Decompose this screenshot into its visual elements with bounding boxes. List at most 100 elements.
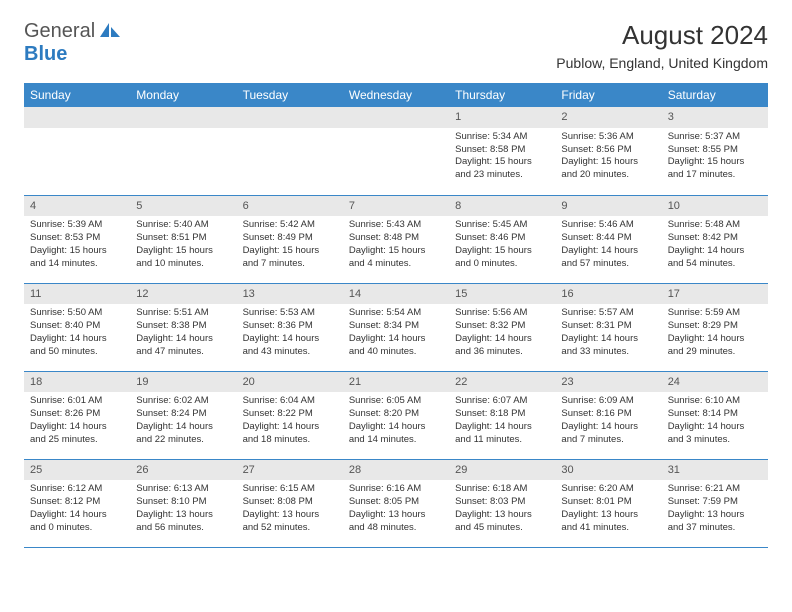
calendar-row: 18Sunrise: 6:01 AMSunset: 8:26 PMDayligh… <box>24 371 768 459</box>
day-number: 4 <box>24 196 130 217</box>
calendar-row: 4Sunrise: 5:39 AMSunset: 8:53 PMDaylight… <box>24 195 768 283</box>
daylight-text-2: and 40 minutes. <box>349 346 443 359</box>
calendar-cell: 8Sunrise: 5:45 AMSunset: 8:46 PMDaylight… <box>449 195 555 283</box>
day-number: 30 <box>555 460 661 481</box>
logo-sail-icon <box>100 23 120 37</box>
sunset-text: Sunset: 8:31 PM <box>561 320 655 333</box>
calendar-cell: 28Sunrise: 6:16 AMSunset: 8:05 PMDayligh… <box>343 459 449 547</box>
sunrise-text: Sunrise: 5:56 AM <box>455 307 549 320</box>
daylight-text-2: and 17 minutes. <box>668 169 762 182</box>
sunset-text: Sunset: 8:38 PM <box>136 320 230 333</box>
calendar-cell: 31Sunrise: 6:21 AMSunset: 7:59 PMDayligh… <box>662 459 768 547</box>
weekday-tuesday: Tuesday <box>237 83 343 107</box>
daylight-text-2: and 54 minutes. <box>668 258 762 271</box>
weekday-thursday: Thursday <box>449 83 555 107</box>
sunrise-text: Sunrise: 5:42 AM <box>243 219 337 232</box>
day-details: Sunrise: 6:15 AMSunset: 8:08 PMDaylight:… <box>237 480 343 540</box>
logo-text-general: General <box>24 20 95 42</box>
sunset-text: Sunset: 8:03 PM <box>455 496 549 509</box>
sunset-text: Sunset: 8:12 PM <box>30 496 124 509</box>
daylight-text-2: and 14 minutes. <box>349 434 443 447</box>
day-number: 6 <box>237 196 343 217</box>
daylight-text-1: Daylight: 14 hours <box>349 421 443 434</box>
daylight-text-2: and 0 minutes. <box>455 258 549 271</box>
day-number: 7 <box>343 196 449 217</box>
sunrise-text: Sunrise: 5:36 AM <box>561 131 655 144</box>
calendar-row: 1Sunrise: 5:34 AMSunset: 8:58 PMDaylight… <box>24 107 768 195</box>
sunrise-text: Sunrise: 6:18 AM <box>455 483 549 496</box>
sunset-text: Sunset: 8:51 PM <box>136 232 230 245</box>
daylight-text-2: and 4 minutes. <box>349 258 443 271</box>
sunset-text: Sunset: 8:34 PM <box>349 320 443 333</box>
calendar-cell: 26Sunrise: 6:13 AMSunset: 8:10 PMDayligh… <box>130 459 236 547</box>
daylight-text-2: and 52 minutes. <box>243 522 337 535</box>
daylight-text-2: and 43 minutes. <box>243 346 337 359</box>
sunrise-text: Sunrise: 5:34 AM <box>455 131 549 144</box>
daylight-text-1: Daylight: 14 hours <box>30 509 124 522</box>
sunrise-text: Sunrise: 5:39 AM <box>30 219 124 232</box>
day-number: 19 <box>130 372 236 393</box>
day-details: Sunrise: 5:59 AMSunset: 8:29 PMDaylight:… <box>662 304 768 364</box>
day-number: 17 <box>662 284 768 305</box>
daylight-text-2: and 56 minutes. <box>136 522 230 535</box>
calendar-cell: 3Sunrise: 5:37 AMSunset: 8:55 PMDaylight… <box>662 107 768 195</box>
location-text: Publow, England, United Kingdom <box>556 55 768 71</box>
day-number <box>130 107 236 128</box>
daylight-text-1: Daylight: 15 hours <box>455 245 549 258</box>
daylight-text-1: Daylight: 14 hours <box>30 421 124 434</box>
day-details: Sunrise: 5:54 AMSunset: 8:34 PMDaylight:… <box>343 304 449 364</box>
sunrise-text: Sunrise: 5:51 AM <box>136 307 230 320</box>
calendar-table: Sunday Monday Tuesday Wednesday Thursday… <box>24 83 768 548</box>
sunset-text: Sunset: 8:58 PM <box>455 144 549 157</box>
daylight-text-2: and 0 minutes. <box>30 522 124 535</box>
daylight-text-1: Daylight: 14 hours <box>243 421 337 434</box>
page-header: General Blue August 2024 Publow, England… <box>24 20 768 71</box>
day-number: 24 <box>662 372 768 393</box>
day-details: Sunrise: 6:10 AMSunset: 8:14 PMDaylight:… <box>662 392 768 452</box>
day-details: Sunrise: 6:07 AMSunset: 8:18 PMDaylight:… <box>449 392 555 452</box>
logo: General Blue <box>24 20 120 66</box>
daylight-text-1: Daylight: 15 hours <box>349 245 443 258</box>
day-details: Sunrise: 5:45 AMSunset: 8:46 PMDaylight:… <box>449 216 555 276</box>
sunrise-text: Sunrise: 6:01 AM <box>30 395 124 408</box>
sunrise-text: Sunrise: 6:10 AM <box>668 395 762 408</box>
daylight-text-1: Daylight: 14 hours <box>561 245 655 258</box>
calendar-row: 25Sunrise: 6:12 AMSunset: 8:12 PMDayligh… <box>24 459 768 547</box>
day-number: 9 <box>555 196 661 217</box>
sunset-text: Sunset: 8:56 PM <box>561 144 655 157</box>
calendar-row: 11Sunrise: 5:50 AMSunset: 8:40 PMDayligh… <box>24 283 768 371</box>
daylight-text-1: Daylight: 14 hours <box>455 333 549 346</box>
daylight-text-1: Daylight: 13 hours <box>668 509 762 522</box>
sunset-text: Sunset: 8:14 PM <box>668 408 762 421</box>
calendar-cell: 13Sunrise: 5:53 AMSunset: 8:36 PMDayligh… <box>237 283 343 371</box>
sunset-text: Sunset: 8:24 PM <box>136 408 230 421</box>
weekday-sunday: Sunday <box>24 83 130 107</box>
calendar-cell: 12Sunrise: 5:51 AMSunset: 8:38 PMDayligh… <box>130 283 236 371</box>
daylight-text-1: Daylight: 15 hours <box>30 245 124 258</box>
calendar-cell: 21Sunrise: 6:05 AMSunset: 8:20 PMDayligh… <box>343 371 449 459</box>
day-details: Sunrise: 5:57 AMSunset: 8:31 PMDaylight:… <box>555 304 661 364</box>
sunrise-text: Sunrise: 5:57 AM <box>561 307 655 320</box>
day-details: Sunrise: 6:13 AMSunset: 8:10 PMDaylight:… <box>130 480 236 540</box>
daylight-text-1: Daylight: 13 hours <box>561 509 655 522</box>
calendar-body: 1Sunrise: 5:34 AMSunset: 8:58 PMDaylight… <box>24 107 768 547</box>
calendar-cell: 15Sunrise: 5:56 AMSunset: 8:32 PMDayligh… <box>449 283 555 371</box>
daylight-text-2: and 47 minutes. <box>136 346 230 359</box>
calendar-cell <box>24 107 130 195</box>
day-number: 23 <box>555 372 661 393</box>
sunrise-text: Sunrise: 6:13 AM <box>136 483 230 496</box>
calendar-cell: 9Sunrise: 5:46 AMSunset: 8:44 PMDaylight… <box>555 195 661 283</box>
day-details: Sunrise: 5:42 AMSunset: 8:49 PMDaylight:… <box>237 216 343 276</box>
sunrise-text: Sunrise: 5:50 AM <box>30 307 124 320</box>
sunset-text: Sunset: 8:48 PM <box>349 232 443 245</box>
day-number: 25 <box>24 460 130 481</box>
sunrise-text: Sunrise: 6:04 AM <box>243 395 337 408</box>
day-details: Sunrise: 5:53 AMSunset: 8:36 PMDaylight:… <box>237 304 343 364</box>
calendar-cell: 11Sunrise: 5:50 AMSunset: 8:40 PMDayligh… <box>24 283 130 371</box>
daylight-text-2: and 37 minutes. <box>668 522 762 535</box>
sunrise-text: Sunrise: 5:45 AM <box>455 219 549 232</box>
calendar-cell: 5Sunrise: 5:40 AMSunset: 8:51 PMDaylight… <box>130 195 236 283</box>
sunrise-text: Sunrise: 6:12 AM <box>30 483 124 496</box>
sunrise-text: Sunrise: 6:09 AM <box>561 395 655 408</box>
sunset-text: Sunset: 8:08 PM <box>243 496 337 509</box>
